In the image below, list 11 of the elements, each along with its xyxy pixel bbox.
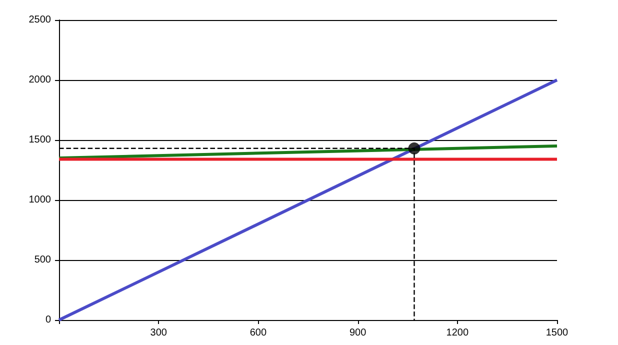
x-tick-label: 900 bbox=[349, 328, 367, 338]
x-tick-label: 600 bbox=[250, 328, 267, 338]
y-tick-label: 500 bbox=[34, 254, 52, 266]
x-tick-label: 300 bbox=[150, 328, 168, 338]
y-tick-label: 1000 bbox=[28, 194, 52, 206]
y-tick-label: 0 bbox=[45, 314, 52, 326]
y-tick-label: 2500 bbox=[28, 14, 52, 26]
x-tick-label: 1200 bbox=[446, 328, 469, 338]
x-tick-label: 1500 bbox=[546, 328, 569, 338]
y-tick-label: 2000 bbox=[28, 74, 52, 86]
y-tick-label: 1500 bbox=[28, 134, 52, 146]
